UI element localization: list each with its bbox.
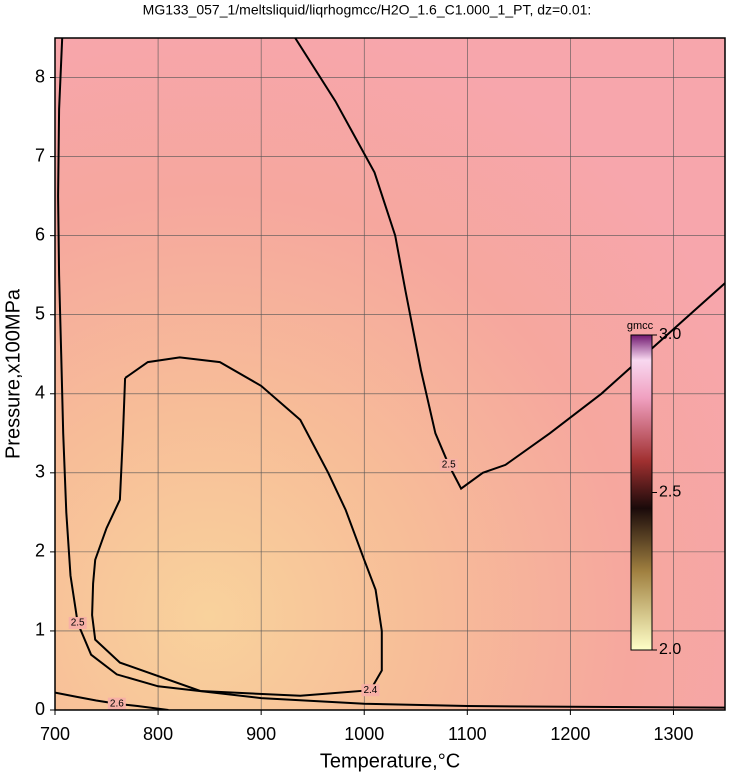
contour-label: 2.6 [110,698,124,709]
contour-label-bg [361,684,380,697]
colorbar-tick-label: 2.5 [659,484,681,501]
contour-label-bg [68,617,87,630]
y-tick-label: 3 [35,462,45,482]
colorbar-tick-label: 3.0 [659,326,681,343]
y-tick-label: 5 [35,303,45,323]
plot-background [55,38,725,710]
x-tick-label: 1300 [653,724,693,744]
y-tick-label: 8 [35,66,45,86]
chart-title: MG133_057_1/meltsliquid/liqrhogmcc/H2O_1… [143,2,592,18]
y-tick-label: 0 [35,699,45,719]
contour-label-bg [439,458,458,471]
contours: 2.5 2.5 2.4 2.6 [55,38,725,710]
colorbar [630,334,653,651]
y-tick-label: 4 [35,383,45,403]
y-tick-label: 2 [35,541,45,561]
x-tick-label: 800 [143,724,173,744]
x-tick-label: 1200 [550,724,590,744]
x-tick-label: 700 [40,724,70,744]
y-tick-label: 7 [35,145,45,165]
y-axis-label: Pressure,x100MPa [2,288,24,459]
contour-line [55,691,169,710]
contour-label: 2.5 [442,460,456,471]
colorbar-tick-label: 2.0 [659,641,681,658]
contour-label: 2.5 [71,618,85,629]
contour-line [91,356,383,697]
contour-label-bg [107,697,126,710]
x-axis-label: Temperature,°C [320,750,460,772]
colorbar-label: gmcc [627,320,654,332]
x-tick-label: 900 [246,724,276,744]
x-tick-label: 1100 [448,724,487,744]
y-tick-label: 6 [35,224,45,244]
x-tick-label: 1000 [344,724,384,744]
y-tick-label: 1 [35,620,45,640]
contour-label: 2.4 [363,685,377,696]
plot-frame [54,37,726,711]
